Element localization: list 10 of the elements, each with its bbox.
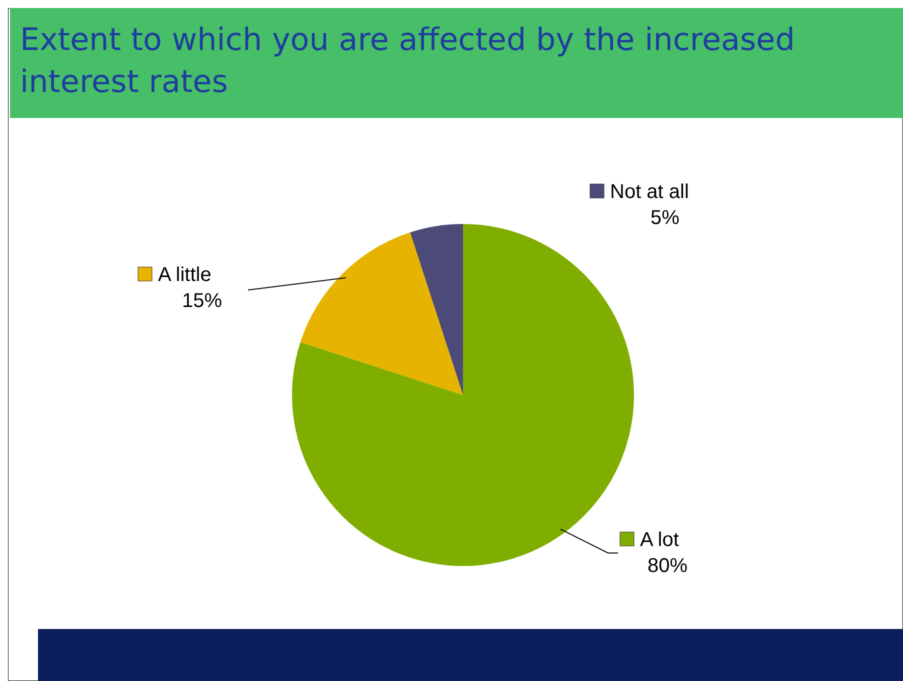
data-label: 15% — [182, 290, 222, 312]
legend-label: A lot — [640, 529, 680, 551]
chart-title: Extent to which you are affected by the increased interest rates — [20, 22, 795, 100]
legend-label: Not at all — [610, 181, 689, 203]
pie-slice — [292, 224, 634, 566]
data-label: 5% — [650, 207, 680, 229]
pie-slice — [300, 232, 463, 395]
legend-label: A little — [158, 264, 212, 286]
pie-slice — [410, 224, 463, 395]
data-label: 80% — [647, 555, 688, 577]
